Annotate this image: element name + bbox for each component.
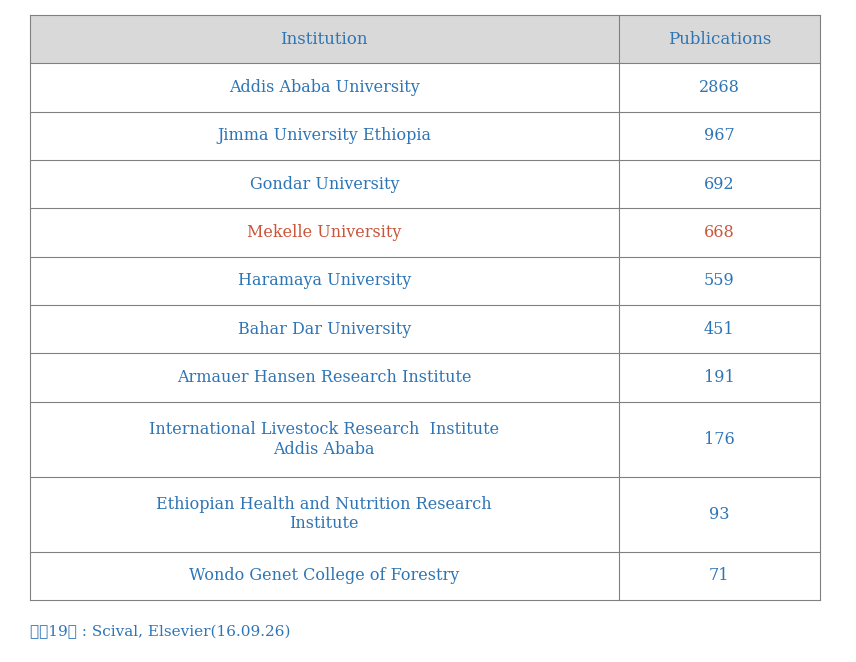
Text: International Livestock Research  Institute
Addis Ababa: International Livestock Research Institu…: [149, 421, 499, 457]
Text: 93: 93: [709, 506, 729, 523]
Text: 451: 451: [704, 321, 734, 338]
Bar: [619, 112, 820, 160]
Bar: [30, 160, 619, 209]
Text: Haramaya University: Haramaya University: [238, 272, 411, 289]
Text: 668: 668: [704, 224, 734, 241]
Bar: [619, 402, 820, 477]
Bar: [30, 257, 619, 305]
Bar: [30, 15, 619, 64]
Text: Jimma University Ethiopia: Jimma University Ethiopia: [217, 127, 431, 144]
Text: 967: 967: [704, 127, 734, 144]
Bar: [30, 64, 619, 112]
Bar: [30, 354, 619, 402]
Text: Gondar University: Gondar University: [250, 175, 399, 193]
Text: Institution: Institution: [281, 30, 368, 48]
Bar: [30, 477, 619, 551]
Text: Armauer Hansen Research Institute: Armauer Hansen Research Institute: [177, 369, 472, 386]
Text: 71: 71: [709, 567, 729, 585]
Text: Addis Ababa University: Addis Ababa University: [229, 79, 419, 96]
Text: Mekelle University: Mekelle University: [247, 224, 401, 241]
Bar: [30, 551, 619, 600]
Bar: [619, 477, 820, 551]
Text: 559: 559: [704, 272, 734, 289]
Bar: [619, 160, 820, 209]
Bar: [30, 209, 619, 257]
Bar: [30, 112, 619, 160]
Text: 2868: 2868: [698, 79, 740, 96]
Text: 176: 176: [704, 431, 734, 448]
Bar: [619, 305, 820, 354]
Text: 출체19） : Scival, Elsevier(16.09.26): 출체19） : Scival, Elsevier(16.09.26): [30, 625, 290, 639]
Bar: [619, 15, 820, 64]
Text: Publications: Publications: [668, 30, 771, 48]
Text: Wondo Genet College of Forestry: Wondo Genet College of Forestry: [189, 567, 460, 585]
Bar: [619, 64, 820, 112]
Bar: [619, 209, 820, 257]
Bar: [619, 257, 820, 305]
Bar: [619, 551, 820, 600]
Bar: [30, 402, 619, 477]
Text: 191: 191: [704, 369, 734, 386]
Bar: [619, 354, 820, 402]
Text: 692: 692: [704, 175, 734, 193]
Bar: [30, 305, 619, 354]
Text: Bahar Dar University: Bahar Dar University: [238, 321, 411, 338]
Text: Ethiopian Health and Nutrition Research
Institute: Ethiopian Health and Nutrition Research …: [157, 496, 492, 532]
